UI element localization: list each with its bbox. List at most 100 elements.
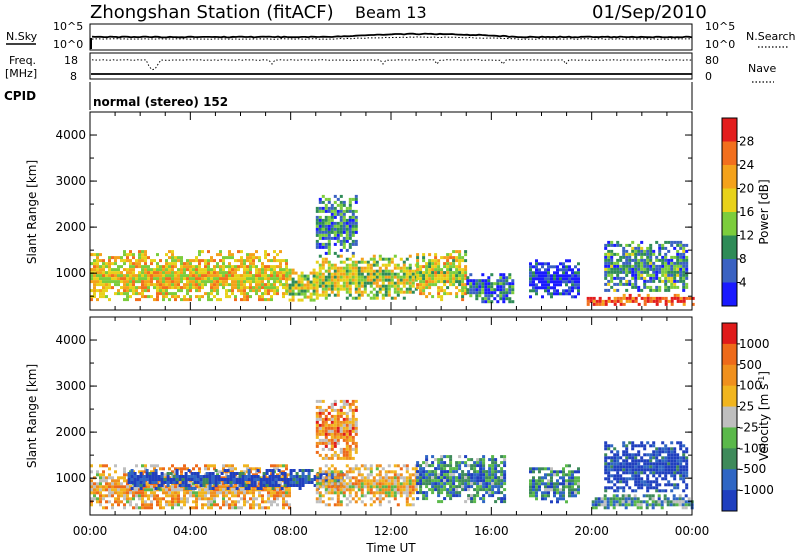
heatmap-cell [559, 482, 562, 486]
heatmap-cell [461, 470, 465, 474]
heatmap-cell [603, 500, 607, 504]
heatmap-cell [673, 459, 677, 463]
heatmap-cell [228, 250, 231, 254]
heatmap-cell [132, 286, 135, 290]
heatmap-cell [490, 291, 494, 295]
heatmap-cell [351, 408, 355, 412]
heatmap-cell [399, 269, 403, 273]
heatmap-cell [607, 261, 611, 265]
heatmap-cell [405, 269, 409, 273]
heatmap-cell [571, 286, 574, 290]
heatmap-cell [264, 253, 267, 257]
heatmap-cell [276, 277, 279, 281]
heatmap-cell [252, 494, 255, 498]
heatmap-cell [315, 239, 319, 243]
nsearch-label: N.Search [746, 30, 796, 43]
heatmap-cell [437, 488, 441, 492]
heatmap-cell [613, 243, 617, 247]
heatmap-cell [312, 286, 316, 290]
heatmap-cell [387, 272, 391, 276]
heatmap-cell [96, 470, 99, 474]
heatmap-cell [625, 456, 629, 460]
heatmap-cell [437, 491, 441, 495]
heatmap-cell [93, 292, 96, 296]
heatmap-cell [339, 491, 343, 495]
heatmap-cell [363, 269, 367, 273]
heatmap-cell [292, 481, 296, 484]
heatmap-cell [345, 450, 349, 454]
heatmap-cell [634, 456, 638, 460]
heatmap-cell [90, 298, 93, 302]
heatmap-cell [295, 478, 299, 481]
heatmap-cell [610, 252, 614, 256]
heatmap-cell [461, 479, 465, 483]
heatmap-cell [313, 484, 317, 487]
heatmap-cell [628, 296, 632, 300]
heatmap-cell [168, 271, 171, 275]
heatmap-cell [481, 285, 485, 289]
heatmap-cell [156, 268, 159, 272]
heatmap-cell [126, 274, 129, 278]
heatmap-cell [345, 287, 349, 291]
heatmap-cell [619, 279, 623, 283]
heatmap-cell [422, 277, 426, 281]
heatmap-cell [288, 271, 292, 275]
heatmap-cell [330, 405, 334, 409]
heatmap-cell [195, 259, 198, 263]
heatmap-cell [216, 292, 219, 296]
velocity-ylabel: Slant Range [km] [25, 364, 39, 468]
heatmap-cell [195, 289, 198, 293]
nsky-panel: N.Sky 10^5 10^0 10^5 10^0 N.Search [6, 20, 796, 51]
heatmap-cell [481, 282, 485, 286]
heatmap-cell [132, 253, 135, 257]
heatmap-cell [437, 467, 441, 471]
heatmap-cell [577, 485, 580, 489]
heatmap-cell [345, 239, 349, 243]
heatmap-cell [198, 259, 201, 263]
heatmap-cell [189, 286, 192, 290]
heatmap-cell [318, 485, 322, 489]
heatmap-cell [184, 478, 188, 481]
heatmap-cell [285, 491, 288, 495]
heatmap-cell [268, 481, 272, 484]
heatmap-cell [321, 411, 325, 415]
heatmap-cell [147, 488, 150, 492]
heatmap-cell [250, 475, 254, 478]
heatmap-cell [636, 506, 640, 510]
heatmap-cell [150, 295, 153, 299]
heatmap-cell [422, 280, 426, 284]
heatmap-cell [324, 444, 328, 448]
heatmap-cell [610, 465, 614, 469]
heatmap-cell [354, 272, 358, 276]
heatmap-cell [646, 299, 650, 303]
heatmap-cell [216, 265, 219, 269]
heatmap-cell [630, 497, 634, 501]
heatmap-cell [494, 482, 498, 486]
heatmap-cell [449, 265, 453, 269]
heatmap-cell [646, 441, 650, 445]
heatmap-cell [165, 500, 168, 504]
heatmap-cell [446, 256, 450, 260]
heatmap-cell [466, 282, 470, 286]
heatmap-cell [675, 497, 679, 501]
heatmap-cell [487, 300, 491, 304]
heatmap-cell [145, 475, 149, 478]
heatmap-cell [553, 488, 556, 492]
heatmap-cell [640, 444, 644, 448]
heatmap-cell [99, 500, 102, 504]
heatmap-cell [544, 283, 547, 287]
heatmap-cell [351, 278, 355, 282]
heatmap-cell [207, 259, 210, 263]
heatmap-cell [312, 298, 316, 302]
heatmap-cell [99, 491, 102, 495]
heatmap-cell [664, 471, 668, 475]
heatmap-cell [562, 476, 565, 480]
heatmap-cell [682, 450, 686, 454]
heatmap-cell [168, 467, 171, 471]
heatmap-cell [333, 287, 337, 291]
heatmap-cell [187, 478, 191, 481]
heatmap-cell [434, 479, 438, 483]
heatmap-cell [631, 270, 635, 274]
heatmap-cell [378, 269, 382, 273]
heatmap-cell [571, 479, 574, 483]
